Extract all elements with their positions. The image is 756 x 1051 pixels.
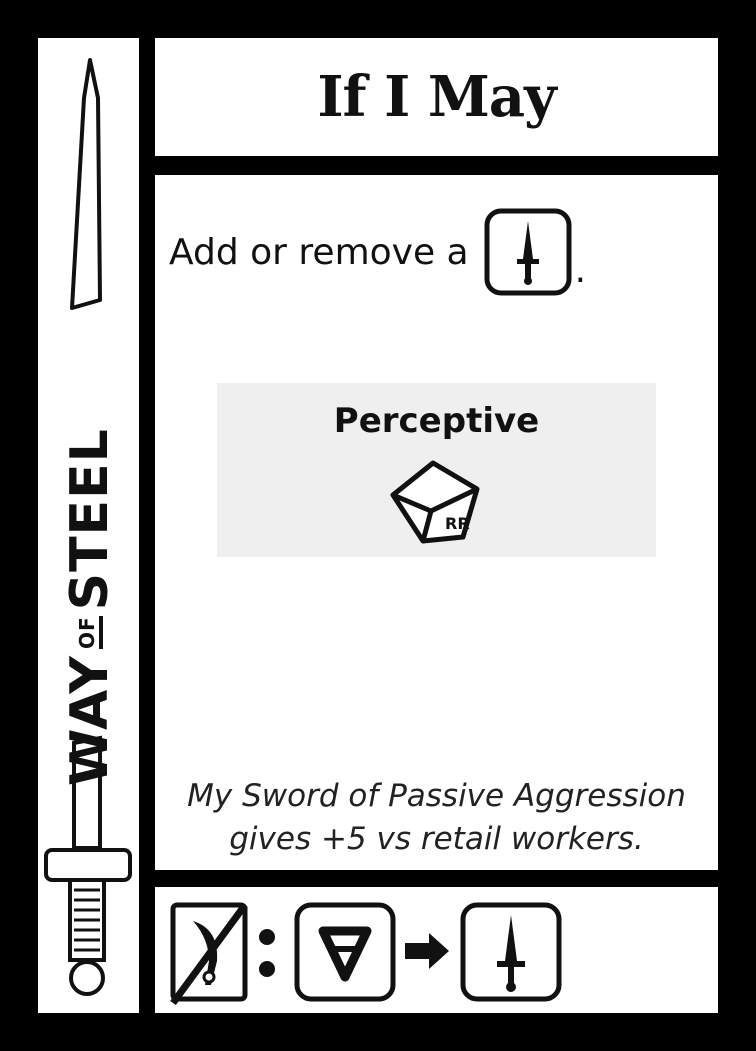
- longsword-icon: [44, 58, 132, 996]
- logo-word-steel: STEEL: [60, 428, 120, 611]
- rule-text: Add or remove a .: [169, 207, 586, 297]
- card-title: If I May: [317, 64, 556, 130]
- side-banner: WAY OF STEEL: [38, 38, 139, 1013]
- cost-separator: [258, 923, 276, 987]
- feature-box: Perceptive RR: [217, 383, 656, 557]
- flavor-line-2: gives +5 vs retail workers.: [229, 821, 644, 857]
- rule-text-label: Add or remove a: [169, 231, 469, 273]
- logo-word-way: WAY: [60, 655, 120, 786]
- feature-label: Perceptive: [333, 401, 540, 441]
- attack-token-icon: [294, 902, 396, 1002]
- title-box: If I May: [155, 38, 718, 156]
- flavor-line-1: My Sword of Passive Aggression: [187, 778, 686, 814]
- die-mark: RR: [445, 514, 470, 533]
- sword-token-icon: [484, 208, 572, 296]
- card-body: Add or remove a . Perceptive RR My Sword…: [155, 175, 718, 870]
- cost-bar: [155, 887, 718, 1013]
- flavor-text: My Sword of Passive Aggression gives +5 …: [155, 775, 718, 861]
- sword-token-icon: [460, 902, 562, 1002]
- logo-word-of: OF: [75, 616, 103, 650]
- way-of-steel-logo: WAY OF STEEL: [60, 428, 120, 786]
- disarmed-token-icon: [170, 902, 248, 1005]
- die-icon: RR: [390, 460, 480, 544]
- rule-period: .: [574, 250, 587, 291]
- arrow-right-icon: [405, 933, 449, 969]
